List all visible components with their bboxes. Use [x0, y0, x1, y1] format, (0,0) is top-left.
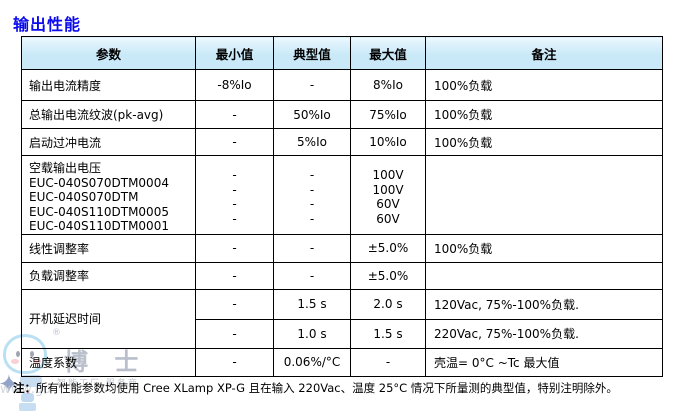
typ-cell: - [273, 261, 351, 290]
min-cell: - [195, 100, 274, 129]
table-row-turn-on-delay: 开机延迟时间 - 1.5 s 2.0 s 120Vac, 75%-100%负载. [21, 288, 663, 349]
model-number: EUC-040S110DTM0005 [29, 204, 169, 219]
max-cell: ±5.0% [350, 261, 426, 290]
param-cell: 总输出电流纹波(pk-avg) [21, 100, 196, 129]
param-cell: 负载调整率 [21, 261, 196, 290]
typ-cell: - [273, 69, 351, 101]
param-cell: 启动过冲电流 [21, 128, 196, 156]
note-cell: 120Vac, 75%-100%负载. [425, 288, 663, 320]
typ-cell: 0.06%/°C [273, 347, 351, 377]
output-performance-table: 参数 最小值 典型值 最大值 备注 输出电流精度 -8%Io - 8%Io 10… [21, 36, 663, 377]
min-cell: - [195, 261, 274, 290]
note-cell: 100%负载 [425, 69, 663, 101]
max-cell: 1.5 s [350, 318, 426, 349]
max-cell: - [350, 347, 426, 377]
note-cell: 100%负载 [425, 100, 663, 129]
table-row: 负载调整率 - - ±5.0% [21, 261, 663, 290]
footnote-text: 所有性能参数均使用 Cree XLamp XP-G 且在输入 220Vac、温度… [36, 381, 618, 395]
param-cell: 输出电流精度 [21, 69, 196, 101]
page-title: 输出性能 [13, 15, 82, 34]
param-cell: 空载输出电压 EUC-040S070DTM0004 EUC-040S070DTM… [21, 155, 196, 235]
param-line: 空载输出电压 [29, 161, 102, 175]
model-number: EUC-040S070DTM [29, 190, 139, 204]
model-number: EUC-040S070DTM0004 [29, 175, 169, 190]
mascot-eye-icon [16, 351, 20, 357]
typ-cell: 1.5 s [273, 288, 351, 320]
robot-body-icon [19, 403, 36, 411]
note-cell: 壳温= 0°C ~Tc 最大值 [425, 347, 663, 377]
table-row: 总输出电流纹波(pk-avg) - 50%Io 75%Io 100%负载 [21, 100, 663, 129]
min-cell: - [195, 233, 274, 263]
min-cell: - [195, 318, 274, 349]
min-cell: - - - - [195, 155, 274, 235]
param-cell: 线性调整率 [21, 233, 196, 263]
mascot-cheek-icon [11, 359, 19, 364]
min-cell: - [195, 347, 274, 377]
min-cell: - [195, 128, 274, 156]
table-header-row: 参数 最小值 典型值 最大值 备注 [21, 36, 663, 70]
header-typical: 典型值 [273, 36, 351, 70]
header-notes: 备注 [425, 36, 663, 70]
max-cell: 10%Io [350, 128, 426, 156]
param-cell: 温度系数 [21, 347, 196, 377]
footnote-label: 注： [13, 381, 36, 395]
min-cell: - [195, 288, 274, 320]
table-row: 温度系数 - 0.06%/°C - 壳温= 0°C ~Tc 最大值 [21, 347, 663, 377]
table-row: 输出电流精度 -8%Io - 8%Io 100%负载 [21, 69, 663, 101]
param-cell: 开机延迟时间 [21, 288, 196, 349]
note-cell [425, 155, 663, 235]
max-cell: 100V 100V 60V 60V [350, 155, 426, 235]
header-max: 最大值 [350, 36, 426, 70]
typ-cell: - - - - [273, 155, 351, 235]
note-cell: 100%负载 [425, 233, 663, 263]
model-number: EUC-040S110DTM0001 [29, 219, 169, 233]
note-cell: 100%负载 [425, 128, 663, 156]
table-row: 线性调整率 - - ±5.0% 100%负载 [21, 233, 663, 263]
max-cell: 2.0 s [350, 288, 426, 320]
max-cell: ±5.0% [350, 233, 426, 263]
table-row: 启动过冲电流 - 5%Io 10%Io 100%负载 [21, 128, 663, 156]
typ-cell: 1.0 s [273, 318, 351, 349]
typ-cell: 50%Io [273, 100, 351, 129]
header-parameter: 参数 [21, 36, 196, 70]
typ-cell: - [273, 233, 351, 263]
table-row-no-load-voltage: 空载输出电压 EUC-040S070DTM0004 EUC-040S070DTM… [21, 155, 663, 235]
header-min: 最小值 [195, 36, 274, 70]
footnote: 注：所有性能参数均使用 Cree XLamp XP-G 且在输入 220Vac、… [13, 381, 678, 396]
note-cell [425, 261, 663, 290]
min-cell: -8%Io [195, 69, 274, 101]
max-cell: 75%Io [350, 100, 426, 129]
typ-cell: 5%Io [273, 128, 351, 156]
note-cell: 220Vac, 75%-100%负载. [425, 318, 663, 349]
max-cell: 8%Io [350, 69, 426, 101]
